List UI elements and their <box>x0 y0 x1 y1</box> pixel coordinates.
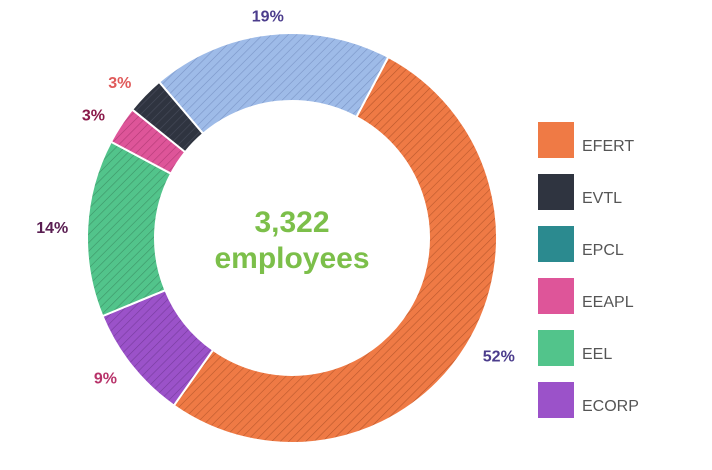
pct-label-ecorp-1: 9% <box>94 371 117 388</box>
legend: EFERT EVTL EPCL EEAPL EEL ECORP <box>538 122 639 418</box>
legend-swatch <box>538 278 574 314</box>
slice-efert-0 <box>172 55 498 444</box>
center-value: 3,322 <box>254 206 329 239</box>
legend-label: EVTL <box>582 190 622 207</box>
pct-label-eel-2: 14% <box>36 220 68 237</box>
legend-swatch <box>538 174 574 210</box>
legend-label: EEL <box>582 346 612 363</box>
center-label-text: employees <box>214 242 369 275</box>
pct-label-evtl-4: 3% <box>108 75 131 92</box>
legend-label: EFERT <box>582 138 634 155</box>
legend-item-efert: EFERT <box>538 122 634 158</box>
legend-item-epcl: EPCL <box>538 226 624 262</box>
legend-label: EPCL <box>582 242 624 259</box>
legend-item-eel: EEL <box>538 330 612 366</box>
percentage-labels: 52% 9% 14% 3%3% 19% <box>36 8 515 387</box>
legend-swatch <box>538 122 574 158</box>
legend-item-evtl: EVTL <box>538 174 622 210</box>
pct-label-efert-0: 52% <box>483 348 515 365</box>
slice-unlabeled-5 <box>157 32 390 136</box>
legend-item-eeapl: EEAPL <box>538 278 634 314</box>
legend-swatch <box>538 330 574 366</box>
legend-swatch <box>538 226 574 262</box>
donut-slices <box>86 32 498 444</box>
legend-item-ecorp: ECORP <box>538 382 639 418</box>
legend-label: ECORP <box>582 398 639 415</box>
legend-label: EEAPL <box>582 294 634 311</box>
legend-swatch <box>538 382 574 418</box>
center-label: 3,322 employees <box>214 206 369 275</box>
pct-label-unlabeled-5: 19% <box>252 8 284 25</box>
pct-label-eeapl-3: 3% <box>82 108 105 125</box>
